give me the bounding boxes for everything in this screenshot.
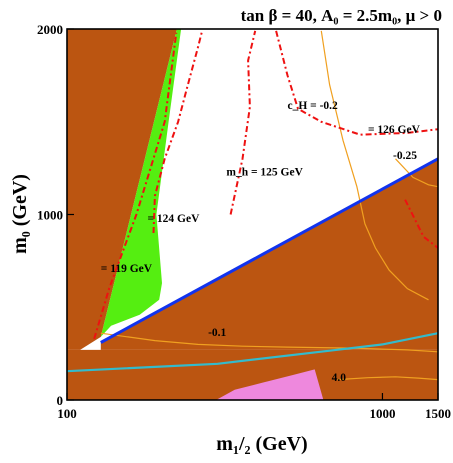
x-axis-label: m₁/₂ (GeV) xyxy=(216,433,307,455)
region-pink xyxy=(216,369,324,400)
region-excluded-bottom xyxy=(67,349,438,400)
region-excluded-left xyxy=(67,29,177,350)
annotation-1: = 126 GeV xyxy=(368,124,421,136)
ch-contour-0 xyxy=(320,30,429,301)
higgs-contour-2 xyxy=(229,30,257,215)
boundary-blue xyxy=(100,157,439,344)
x-tick-label-2: 1500 xyxy=(425,406,451,421)
x-tick-label-1: 1000 xyxy=(369,406,395,421)
x-tick-label-0: 100 xyxy=(57,406,77,421)
ch-contour-2 xyxy=(100,332,439,353)
annotation-6: -0.1 xyxy=(208,327,226,339)
higgs-contour-0 xyxy=(93,32,178,340)
annotation-3: m_h = 125 GeV xyxy=(226,167,303,179)
annotation-0: c_H = -0.2 xyxy=(288,100,339,112)
boundary-cyan xyxy=(66,332,439,373)
chart-title: tan β = 40, A₀ = 2.5m₀, μ > 0 xyxy=(241,6,442,25)
higgs-contour-1 xyxy=(152,30,204,234)
annotation-5: = 119 GeV xyxy=(101,263,153,275)
region-excluded-right xyxy=(100,158,439,350)
annotation-2: -0.25 xyxy=(393,150,417,162)
plot-lines xyxy=(66,30,439,381)
annotation-7: 4.0 xyxy=(332,372,347,384)
ch-contour-1 xyxy=(395,158,439,188)
higgs-contour-3 xyxy=(275,30,439,136)
annotation-4: = 124 GeV xyxy=(148,213,201,225)
plot-labels: c_H = -0.2 = 126 GeV -0.25 m_h = 125 GeV = 1… xyxy=(101,100,421,384)
y-tick-label-0: 0 xyxy=(57,393,64,408)
plot-regions xyxy=(67,29,439,400)
region-relic-band xyxy=(100,29,182,337)
y-tick-label-1: 1000 xyxy=(37,208,63,223)
y-tick-label-2: 2000 xyxy=(37,22,63,37)
ch-contour-3 xyxy=(337,376,439,381)
axis-ticks: 100 1000 1500 0 1000 2000 xyxy=(37,22,451,421)
y-axis-label: m₀ (GeV) xyxy=(9,174,31,254)
